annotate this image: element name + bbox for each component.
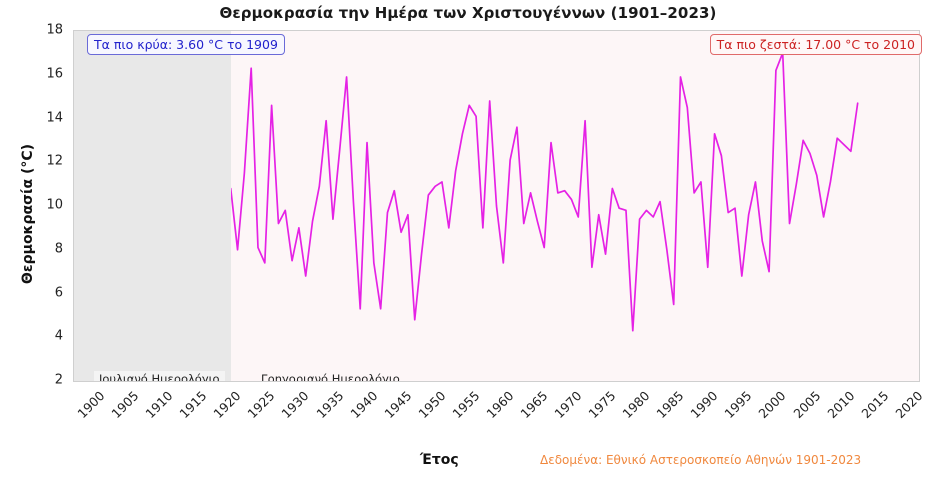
hottest-annotation: Τα πιο ζεστά: 17.00 °C το 2010: [709, 34, 922, 55]
x-axis-tick: 1975: [585, 388, 619, 422]
source-note: Δεδομένα: Εθνικό Αστεροσκοπείο Αθηνών 19…: [540, 453, 862, 467]
y-axis: Θερμοκρασία (°C) 2 4 6 8 10 12 14 16 18: [0, 0, 73, 484]
page-title: Θερμοκρασία την Ημέρα των Χριστουγέννων …: [219, 4, 717, 22]
x-axis-tick: 2020: [892, 388, 926, 422]
x-axis-label: Έτος: [420, 452, 459, 468]
x-axis-tick: 1995: [721, 388, 755, 422]
y-axis-label: Θερμοκρασία (°C): [20, 143, 36, 285]
x-axis-tick: 1940: [346, 388, 381, 422]
x-axis-tick: 2005: [789, 388, 824, 422]
plot-area: Ιουλιανό Ημερολόγιο Γρηγοριανό Ημερολόγι…: [73, 30, 920, 382]
x-axis-tick: 1990: [687, 388, 721, 422]
x-axis-tick: 1905: [108, 388, 142, 422]
y-axis-tick: 4: [54, 328, 63, 344]
x-axis-tick: 2000: [755, 388, 789, 422]
y-axis-tick: 8: [54, 241, 63, 257]
x-axis-tick: 1965: [517, 388, 551, 422]
y-axis-tick: 2: [54, 372, 63, 388]
x-axis: 1900 1905 1910 1915 1920 1925 1930 1935 1940 1945…: [0, 382, 936, 442]
y-axis-tick: 10: [46, 197, 63, 213]
julian-calendar-label: Ιουλιανό Ημερολόγιο: [94, 371, 225, 381]
x-axis-tick: 1925: [244, 388, 278, 422]
coldest-annotation: Τα πιο κρύα: 3.60 °C το 1909: [87, 34, 285, 55]
gregorian-calendar-label: Γρηγοριανό Ημερολόγιο: [256, 371, 405, 381]
x-axis-tick: 1945: [381, 388, 415, 422]
y-axis-tick: 14: [46, 110, 63, 125]
x-axis-tick: 1935: [312, 388, 347, 422]
y-axis-tick: 6: [54, 285, 63, 300]
x-axis-tick: 1950: [415, 388, 449, 422]
x-axis-tick: 1915: [176, 388, 210, 422]
julian-calendar-shaded-region: [74, 31, 231, 381]
x-axis-tick: 1955: [449, 388, 483, 422]
x-axis-tick: 1930: [278, 388, 312, 422]
x-axis-tick: 1970: [551, 388, 585, 422]
x-axis-tick: 1980: [619, 388, 653, 422]
y-axis-tick: 18: [46, 22, 63, 38]
x-axis-tick: 1910: [142, 388, 176, 422]
y-axis-tick: 12: [46, 153, 63, 169]
x-axis-tick: 1900: [74, 388, 108, 422]
x-axis-tick: 2010: [824, 388, 858, 422]
x-axis-tick: 1920: [210, 388, 244, 422]
x-axis-tick: 2015: [858, 388, 892, 422]
x-axis-tick: 1985: [653, 388, 687, 422]
y-axis-tick: 16: [46, 66, 63, 82]
x-axis-tick: 1960: [483, 388, 517, 422]
